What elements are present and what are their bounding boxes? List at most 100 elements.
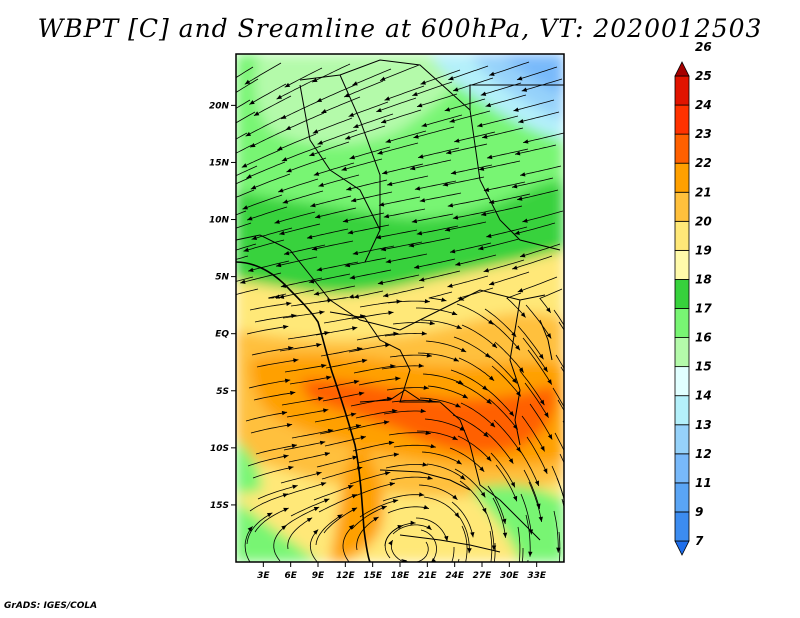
- streamline: [315, 514, 343, 546]
- streamline: [250, 424, 293, 434]
- streamline-arrow: [528, 551, 533, 557]
- colorbar-segment: [674, 308, 690, 338]
- streamline-arrow: [381, 119, 387, 124]
- streamline: [253, 95, 292, 117]
- streamline: [511, 255, 553, 270]
- colorbar-segment: [674, 482, 690, 513]
- streamline-arrow: [281, 410, 288, 416]
- streamline-arrow: [458, 296, 465, 301]
- streamline: [349, 146, 391, 159]
- streamline-arrow: [323, 498, 330, 503]
- streamline: [392, 322, 435, 325]
- streamline: [420, 69, 461, 85]
- streamline-arrow: [565, 513, 570, 519]
- colorbar-label: 15: [695, 360, 712, 374]
- streamline: [416, 307, 458, 316]
- streamline-arrow: [291, 313, 297, 319]
- streamline: [309, 141, 350, 157]
- streamline-arrow: [282, 199, 289, 204]
- streamline: [286, 409, 329, 418]
- streamline: [236, 222, 252, 229]
- streamline-arrow: [349, 275, 356, 280]
- streamline: [324, 436, 366, 447]
- streamline: [342, 524, 355, 562]
- streamline-arrow: [425, 430, 431, 436]
- streamline-arrow: [211, 233, 217, 239]
- streamline-arrow: [429, 320, 435, 326]
- streamline-arrow: [396, 299, 402, 304]
- streamline-arrow: [450, 170, 457, 175]
- streamline-arrow: [313, 291, 320, 296]
- streamline: [251, 227, 293, 240]
- streamline-arrow: [511, 331, 517, 337]
- colorbar-label: 17: [695, 302, 712, 316]
- streamline-arrow: [247, 216, 253, 221]
- streamline: [353, 365, 396, 374]
- streamline-arrow: [512, 265, 518, 270]
- streamline-arrow: [286, 168, 292, 173]
- streamline-arrow: [250, 185, 257, 190]
- streamline: [273, 524, 287, 562]
- streamline-arrow: [520, 253, 526, 258]
- streamline: [279, 223, 321, 235]
- streamline-arrow: [515, 584, 521, 590]
- streamline-arrow: [418, 363, 424, 368]
- streamline-arrow: [385, 259, 392, 264]
- streamline-arrow: [242, 205, 248, 210]
- streamline: [318, 174, 360, 187]
- streamline-arrow: [392, 498, 399, 504]
- colorbar-segment: [674, 453, 690, 484]
- streamline: [451, 501, 474, 538]
- streamline: [554, 432, 564, 452]
- streamline: [411, 213, 454, 223]
- map-title: WBPT [C] and Sreamline at 600hPa, VT: 20…: [37, 14, 763, 43]
- streamline: [484, 509, 495, 551]
- streamline-arrow: [283, 454, 289, 459]
- streamline: [323, 507, 358, 534]
- streamline-arrow: [569, 465, 575, 471]
- streamline: [358, 377, 401, 386]
- streamline: [516, 66, 558, 81]
- streamline: [236, 165, 258, 177]
- streamline: [412, 81, 453, 96]
- streamline-arrow: [469, 597, 476, 604]
- streamline: [422, 373, 464, 385]
- streamline-arrow: [442, 182, 449, 187]
- streamline-arrow: [569, 419, 575, 425]
- streamline: [281, 397, 324, 406]
- streamline: [513, 99, 555, 112]
- streamline-arrow: [342, 218, 349, 223]
- streamline: [313, 485, 354, 501]
- streamline-arrow: [479, 466, 485, 472]
- streamline: [244, 526, 253, 562]
- streamline: [246, 325, 289, 335]
- streamline: [253, 391, 296, 401]
- streamline: [454, 468, 486, 498]
- streamline: [455, 254, 497, 266]
- streamline: [236, 132, 248, 140]
- streamline: [456, 303, 494, 325]
- streamline-arrow: [539, 399, 545, 406]
- streamline: [318, 494, 358, 513]
- streamline-arrow: [319, 310, 325, 315]
- streamline: [461, 324, 498, 349]
- streamline-arrow: [489, 281, 495, 286]
- streamline: [518, 111, 560, 123]
- streamline-arrow: [216, 85, 223, 91]
- streamline-arrow: [410, 520, 416, 525]
- streamline: [562, 420, 564, 424]
- streamline: [559, 453, 564, 464]
- colorbar-segment: [674, 540, 690, 556]
- streamline-arrow: [276, 262, 282, 268]
- streamline: [493, 419, 522, 453]
- streamline: [257, 485, 298, 500]
- streamline: [285, 112, 325, 131]
- streamline: [282, 311, 325, 319]
- streamline: [249, 493, 289, 512]
- streamline: [348, 344, 391, 353]
- streamline-arrow: [361, 358, 368, 364]
- streamline-arrow: [378, 202, 385, 207]
- lat-tick-label: 10S: [210, 444, 229, 454]
- streamline-arrow: [327, 428, 334, 434]
- streamline-arrow: [483, 268, 490, 273]
